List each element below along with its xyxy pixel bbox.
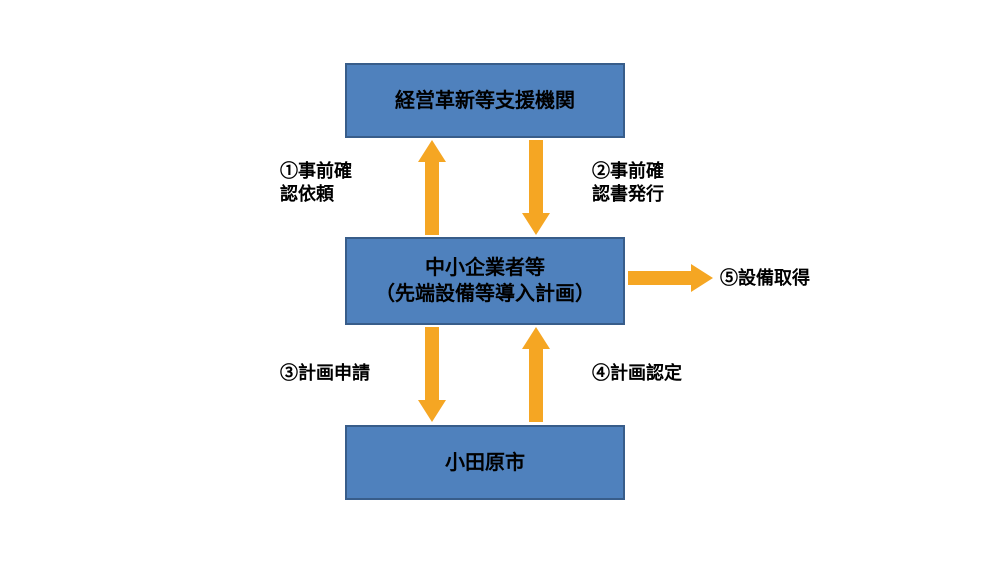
node-bottom-text: 小田原市 — [445, 450, 525, 476]
label-3: ③計画申請 — [280, 362, 370, 385]
arrow-2-down-icon — [522, 140, 550, 235]
node-middle-text: 中小企業者等 （先端設備等導入計画） — [375, 255, 595, 307]
label-1: ①事前確 認依頼 — [280, 160, 352, 207]
node-middle: 中小企業者等 （先端設備等導入計画） — [345, 237, 625, 325]
node-bottom: 小田原市 — [345, 425, 625, 500]
node-top-text: 経営革新等支援機関 — [395, 88, 575, 114]
label-5: ⑤設備取得 — [720, 267, 810, 290]
arrow-1-up-icon — [418, 140, 446, 235]
arrow-5-right-icon — [628, 264, 713, 292]
label-2: ②事前確 認書発行 — [592, 160, 664, 207]
arrow-3-down-icon — [418, 327, 446, 422]
node-top: 経営革新等支援機関 — [345, 63, 625, 138]
label-4: ④計画認定 — [592, 362, 682, 385]
arrow-4-up-icon — [522, 327, 550, 422]
